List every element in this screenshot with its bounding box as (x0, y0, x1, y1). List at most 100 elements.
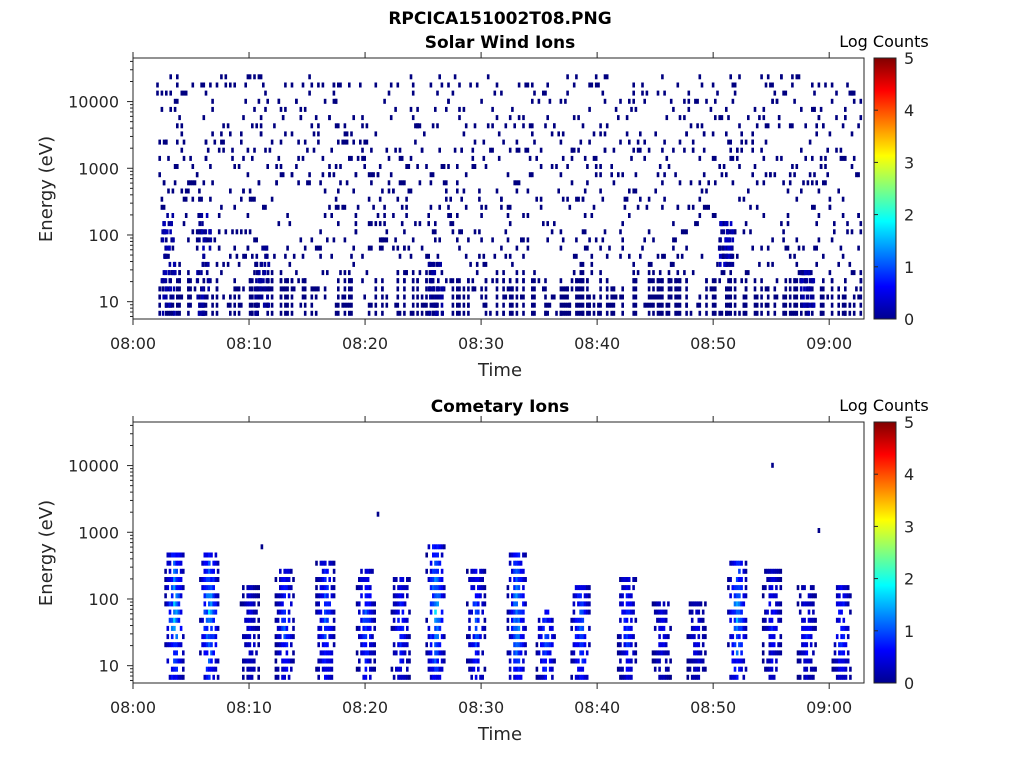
heatmap-cell (224, 229, 228, 235)
heatmap-cell (592, 131, 596, 137)
heatmap-cell (242, 585, 245, 591)
heatmap-cell (373, 650, 376, 656)
heatmap-cell (337, 82, 340, 88)
heatmap-cell (401, 658, 405, 664)
heatmap-cell (697, 625, 701, 631)
heatmap-cell (173, 601, 176, 607)
heatmap-cell (568, 302, 572, 308)
heatmap-cell (226, 123, 230, 129)
heatmap-cell (310, 82, 314, 88)
heatmap-cell (166, 585, 170, 591)
heatmap-cell (286, 310, 289, 316)
heatmap-cell (170, 674, 174, 680)
heatmap-cell (214, 658, 218, 664)
heatmap-cell (274, 674, 278, 680)
heatmap-cell (317, 634, 320, 640)
heatmap-cell (246, 634, 249, 640)
heatmap-cell (588, 642, 591, 648)
heatmap-cell (729, 617, 732, 623)
heatmap-cell (522, 593, 525, 599)
heatmap-cell (771, 237, 774, 243)
heatmap-cell (257, 666, 260, 672)
heatmap-cell (517, 585, 521, 591)
heatmap-cell (399, 674, 402, 680)
heatmap-cell (770, 666, 774, 672)
heatmap-cell (683, 98, 686, 104)
heatmap-cell (279, 172, 283, 178)
heatmap-cell (164, 577, 167, 582)
heatmap-cell (688, 634, 692, 640)
heatmap-cell (701, 658, 705, 664)
heatmap-cell (678, 294, 682, 300)
heatmap-cell (429, 650, 433, 656)
heatmap-cell (588, 609, 591, 615)
heatmap-cell (242, 634, 245, 640)
heatmap-cell (458, 229, 461, 235)
heatmap-cell (432, 601, 435, 607)
heatmap-cell (690, 609, 694, 615)
heatmap-cell (697, 642, 701, 648)
heatmap-cell (445, 106, 448, 112)
heatmap-cell (782, 310, 785, 316)
heatmap-cell (284, 310, 287, 316)
heatmap-cell (383, 204, 386, 210)
heatmap-cell (665, 310, 669, 316)
heatmap-cell (248, 642, 252, 648)
heatmap-cell (303, 310, 307, 316)
heatmap-cell (773, 90, 777, 96)
heatmap-cell (814, 617, 817, 623)
heatmap-cell (178, 270, 181, 276)
heatmap-cell (371, 609, 374, 615)
heatmap-cell (392, 585, 396, 591)
heatmap-cell (257, 98, 261, 104)
heatmap-cell (376, 511, 380, 517)
heatmap-cell (290, 568, 293, 574)
heatmap-cell (517, 642, 521, 648)
heatmap-cell (281, 666, 284, 672)
heatmap-cell (735, 658, 739, 664)
heatmap-cell (297, 139, 300, 145)
heatmap-cell (198, 221, 201, 227)
heatmap-cell (434, 674, 437, 680)
y-axis-label: Energy (eV) (36, 136, 57, 242)
heatmap-cell (647, 261, 651, 267)
heatmap-cell (738, 560, 741, 566)
colorbar-tick-label: 3 (904, 517, 914, 536)
heatmap-cell (434, 577, 437, 582)
heatmap-cell (575, 278, 578, 284)
heatmap-cell (460, 196, 463, 202)
heatmap-cell (685, 302, 688, 308)
heatmap-cell (495, 310, 499, 316)
heatmap-cell (358, 601, 361, 607)
heatmap-cell (660, 609, 664, 615)
heatmap-cell (539, 204, 543, 210)
x-tick-label: 08:50 (690, 698, 736, 717)
heatmap-cell (483, 625, 487, 631)
heatmap-cell (216, 658, 220, 664)
heatmap-cell (772, 609, 776, 615)
heatmap-cell (764, 286, 768, 292)
heatmap-cell (208, 666, 211, 672)
heatmap-cell (733, 294, 737, 300)
heatmap-cell (695, 658, 698, 664)
heatmap-cell (324, 560, 327, 566)
heatmap-cell (840, 625, 843, 631)
heatmap-cell (766, 123, 770, 129)
heatmap-cell (817, 213, 821, 218)
heatmap-cell (661, 147, 664, 153)
heatmap-cell (416, 286, 419, 292)
heatmap-cell (740, 131, 743, 137)
heatmap-cell (208, 593, 211, 599)
heatmap-cell (714, 213, 717, 218)
heatmap-cell (788, 310, 792, 316)
heatmap-cell (427, 544, 431, 550)
heatmap-cell (588, 625, 591, 631)
heatmap-cell (579, 261, 583, 267)
heatmap-cell (813, 172, 816, 178)
heatmap-cell (385, 237, 389, 243)
heatmap-cell (801, 617, 804, 623)
heatmap-cell (203, 625, 207, 631)
heatmap-cell (403, 650, 407, 656)
heatmap-cell (160, 106, 164, 112)
heatmap-cell (581, 123, 585, 129)
